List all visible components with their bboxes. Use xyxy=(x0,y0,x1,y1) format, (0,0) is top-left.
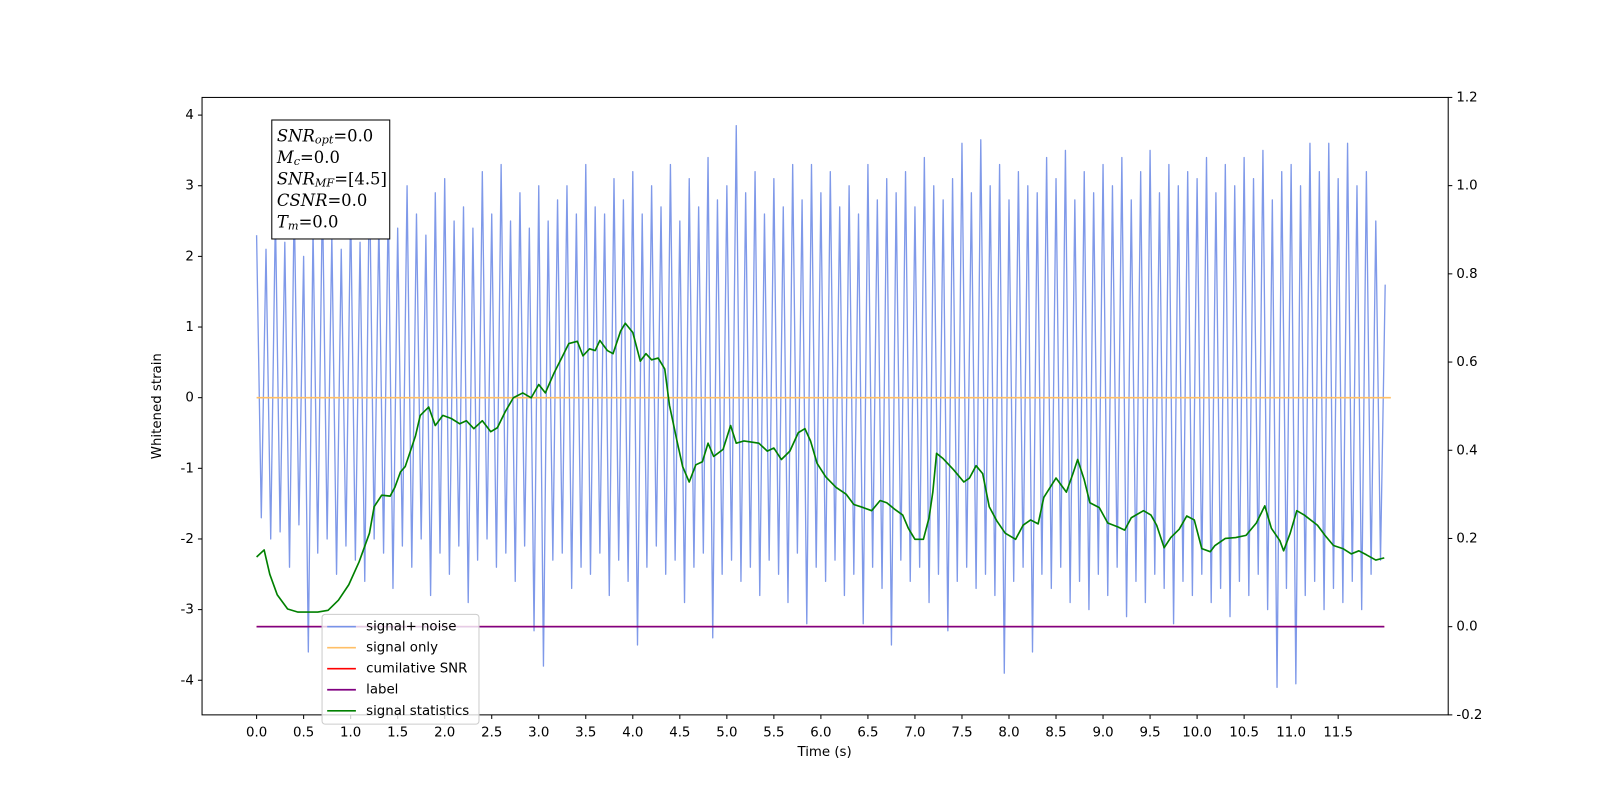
y-tick-label: 3 xyxy=(185,179,193,194)
annotation-subscript: opt xyxy=(315,134,334,147)
x-tick-label: 6.5 xyxy=(857,725,878,740)
legend-label: signal only xyxy=(366,641,438,656)
x-tick-label: 3.5 xyxy=(575,725,596,740)
x-axis-label: Time (s) xyxy=(797,745,852,760)
annotation-text: =0.0 xyxy=(300,147,340,166)
annotation: Mc=0.0 xyxy=(276,147,340,168)
x-tick-label: 9.0 xyxy=(1092,725,1113,740)
x-tick-label: 9.5 xyxy=(1139,725,1160,740)
annotation-subscript: c xyxy=(294,155,301,168)
annotation-subscript: MF xyxy=(314,177,336,190)
x-tick-label: 8.5 xyxy=(1045,725,1066,740)
annotation-symbol: SNR xyxy=(277,126,315,145)
annotation-box xyxy=(271,119,391,240)
annotation-text: =0.0 xyxy=(327,191,367,210)
legend-label: signal+ noise xyxy=(366,620,456,635)
x-tick-label: 2.0 xyxy=(434,725,455,740)
y-tick-label: -4 xyxy=(181,673,194,688)
annotation-text: =0.0 xyxy=(333,126,373,145)
y2-tick-label: 0.4 xyxy=(1456,443,1477,458)
annotation: Tm=0.0 xyxy=(277,212,338,233)
legend-label: signal statistics xyxy=(366,704,469,719)
annotation-symbol: M xyxy=(276,147,295,166)
annotation-text: =[4.5] xyxy=(334,169,387,188)
x-tick-label: 11.5 xyxy=(1323,725,1353,740)
x-tick-label: 7.0 xyxy=(904,725,925,740)
x-tick-label: 2.5 xyxy=(481,725,502,740)
series-line xyxy=(255,125,1386,688)
y2-tick-label: 1.0 xyxy=(1456,179,1477,194)
x-tick-label: 8.0 xyxy=(998,725,1019,740)
y2-tick-label: 0.6 xyxy=(1456,355,1477,370)
x-tick-label: 6.0 xyxy=(810,725,831,740)
x-tick-label: 0.0 xyxy=(246,725,267,740)
y2-tick-label: -0.2 xyxy=(1456,708,1482,723)
x-tick-label: 4.0 xyxy=(622,725,643,740)
y-axis-label: Whitened strain xyxy=(150,353,165,459)
y-tick-label: -2 xyxy=(181,532,194,547)
x-tick-label: 10.5 xyxy=(1229,725,1259,740)
x-tick-label: 5.5 xyxy=(763,725,784,740)
x-tick-label: 4.5 xyxy=(669,725,690,740)
x-tick-label: 5.0 xyxy=(716,725,737,740)
y-tick-label: 2 xyxy=(185,249,193,264)
y-tick-label: 1 xyxy=(185,320,193,335)
legend-label: label xyxy=(366,683,398,698)
annotation-symbol: SNR xyxy=(277,169,315,188)
x-tick-label: 11.0 xyxy=(1276,725,1306,740)
annotation: SNRopt=0.0 xyxy=(277,126,373,147)
annotation-symbol: T xyxy=(277,212,289,231)
legend-box xyxy=(321,613,480,725)
y2-tick-label: 0.2 xyxy=(1456,531,1477,546)
legend-label: cumilative SNR xyxy=(366,662,467,677)
annotation-subscript: m xyxy=(288,220,299,233)
annotation: CSNR=0.0 xyxy=(277,191,367,210)
plot-frame xyxy=(201,96,1449,716)
x-tick-label: 10.0 xyxy=(1182,725,1212,740)
x-tick-label: 1.5 xyxy=(387,725,408,740)
y2-tick-label: 1.2 xyxy=(1456,90,1477,105)
x-tick-label: 7.5 xyxy=(951,725,972,740)
x-tick-label: 1.0 xyxy=(340,725,361,740)
y-tick-label: 0 xyxy=(185,391,193,406)
y-tick-label: -1 xyxy=(181,461,194,476)
annotation: SNRMF=[4.5] xyxy=(277,169,387,190)
y-tick-label: -3 xyxy=(181,603,194,618)
y-tick-label: 4 xyxy=(185,108,193,123)
annotation-symbol: CSNR xyxy=(277,191,328,210)
y2-tick-label: 0.0 xyxy=(1456,620,1477,635)
x-tick-label: 0.5 xyxy=(293,725,314,740)
series-line xyxy=(256,322,1385,613)
y2-tick-label: 0.8 xyxy=(1456,267,1477,282)
annotation-text: =0.0 xyxy=(299,212,339,231)
x-tick-label: 3.0 xyxy=(528,725,549,740)
